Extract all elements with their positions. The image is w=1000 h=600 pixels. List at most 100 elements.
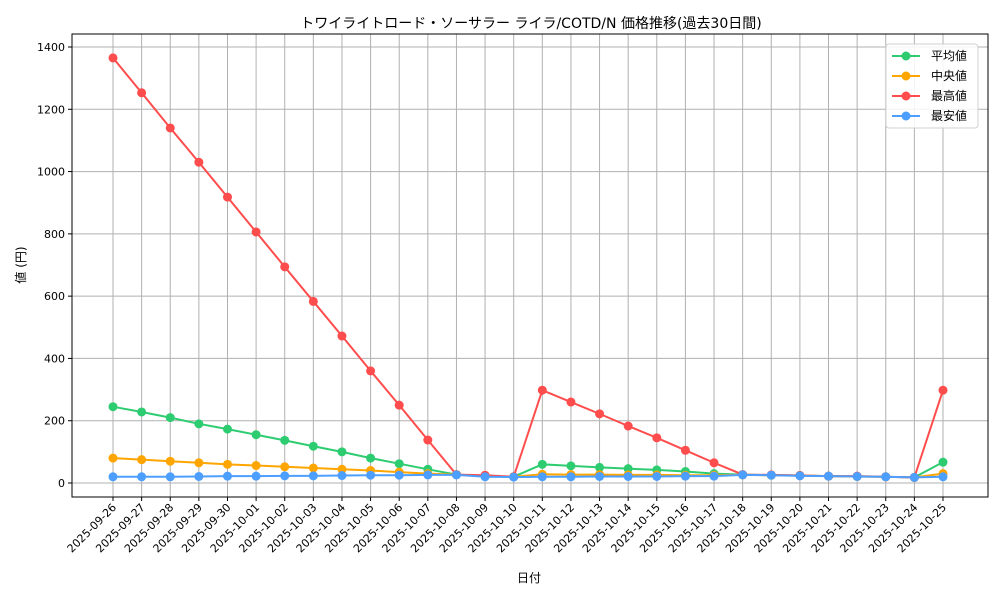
data-point (566, 472, 576, 482)
data-point (251, 430, 261, 440)
data-point (423, 470, 433, 480)
data-point (165, 413, 175, 423)
legend-item: 最高値 (892, 88, 967, 103)
data-point (366, 470, 376, 480)
data-point (709, 471, 719, 481)
data-point (337, 464, 347, 474)
y-tick-label: 800 (44, 228, 65, 241)
y-axis: 0 200 400 600 800 1000 1200 1400 (37, 41, 72, 490)
data-point (280, 262, 290, 272)
data-point (337, 471, 347, 481)
data-point (824, 471, 834, 481)
data-point (451, 470, 461, 480)
data-point (795, 471, 805, 481)
data-point (308, 463, 318, 473)
data-point (222, 471, 232, 481)
data-point (595, 471, 605, 481)
data-point (194, 458, 204, 468)
data-point (852, 471, 862, 481)
y-axis-label: 値 (円) (13, 246, 28, 283)
data-point (137, 472, 147, 482)
data-point (308, 471, 318, 481)
y-tick-label: 600 (44, 290, 65, 303)
data-point (509, 472, 519, 482)
data-point (938, 457, 948, 467)
legend-item: 平均値 (892, 48, 967, 63)
data-point (194, 471, 204, 481)
data-point (595, 462, 605, 472)
data-point (194, 419, 204, 429)
legend-label: 平均値 (931, 48, 967, 63)
plot-frame (71, 33, 989, 498)
data-point (366, 366, 376, 376)
y-tick-label: 200 (44, 415, 65, 428)
data-point (366, 453, 376, 463)
data-point (280, 435, 290, 445)
data-point (280, 462, 290, 472)
data-point (337, 331, 347, 341)
y-tick-label: 0 (58, 477, 65, 490)
legend-marker-icon (901, 111, 911, 121)
series-平均値 (108, 402, 948, 482)
legend-marker-icon (901, 91, 911, 101)
data-point (394, 459, 404, 469)
data-point (394, 470, 404, 480)
data-point (108, 472, 118, 482)
data-point (308, 441, 318, 451)
data-point (108, 53, 118, 63)
data-point (108, 453, 118, 463)
data-point (480, 472, 490, 482)
data-point (337, 447, 347, 457)
data-point (909, 472, 919, 482)
data-point (222, 424, 232, 434)
series-最高値 (108, 53, 948, 482)
data-point (652, 433, 662, 443)
series-line (112, 457, 944, 479)
data-point (222, 192, 232, 202)
data-point (137, 407, 147, 417)
data-point (423, 435, 433, 445)
data-point (251, 227, 261, 237)
data-point (566, 397, 576, 407)
legend-label: 最安値 (931, 108, 967, 123)
series-line (112, 57, 944, 479)
data-point (165, 456, 175, 466)
data-point (623, 421, 633, 431)
data-point (394, 400, 404, 410)
y-tick-label: 400 (44, 352, 65, 365)
data-point (881, 472, 891, 482)
data-point (537, 385, 547, 395)
data-point (680, 445, 690, 455)
series-line (112, 405, 944, 479)
data-point (595, 409, 605, 419)
data-point (308, 296, 318, 306)
data-point (938, 385, 948, 395)
data-point (766, 470, 776, 480)
x-axis: 2025-09-262025-09-272025-09-282025-09-29… (65, 497, 949, 555)
series-最安値 (108, 470, 948, 482)
data-point (738, 470, 748, 480)
data-point (680, 471, 690, 481)
series-line (113, 473, 944, 479)
data-point (938, 472, 948, 482)
data-point (222, 459, 232, 469)
y-tick-label: 1200 (37, 103, 65, 116)
y-tick-label: 1000 (37, 166, 65, 179)
legend-label: 中央値 (931, 68, 967, 83)
data-point (194, 157, 204, 167)
data-point (165, 123, 175, 133)
legend-box (885, 43, 979, 129)
y-tick-label: 1400 (37, 41, 65, 54)
legend-label: 最高値 (931, 88, 967, 103)
x-axis-label: 日付 (517, 571, 541, 585)
chart-title: トワイライトロード・ソーサラー ライラ/COTD/N 価格推移(過去30日間) (300, 16, 761, 32)
data-point (165, 472, 175, 482)
data-point (537, 472, 547, 482)
data-point (137, 455, 147, 465)
data-point (537, 459, 547, 469)
data-point (652, 471, 662, 481)
legend-item: 最安値 (892, 108, 967, 123)
data-point (623, 471, 633, 481)
data-point (137, 88, 147, 98)
